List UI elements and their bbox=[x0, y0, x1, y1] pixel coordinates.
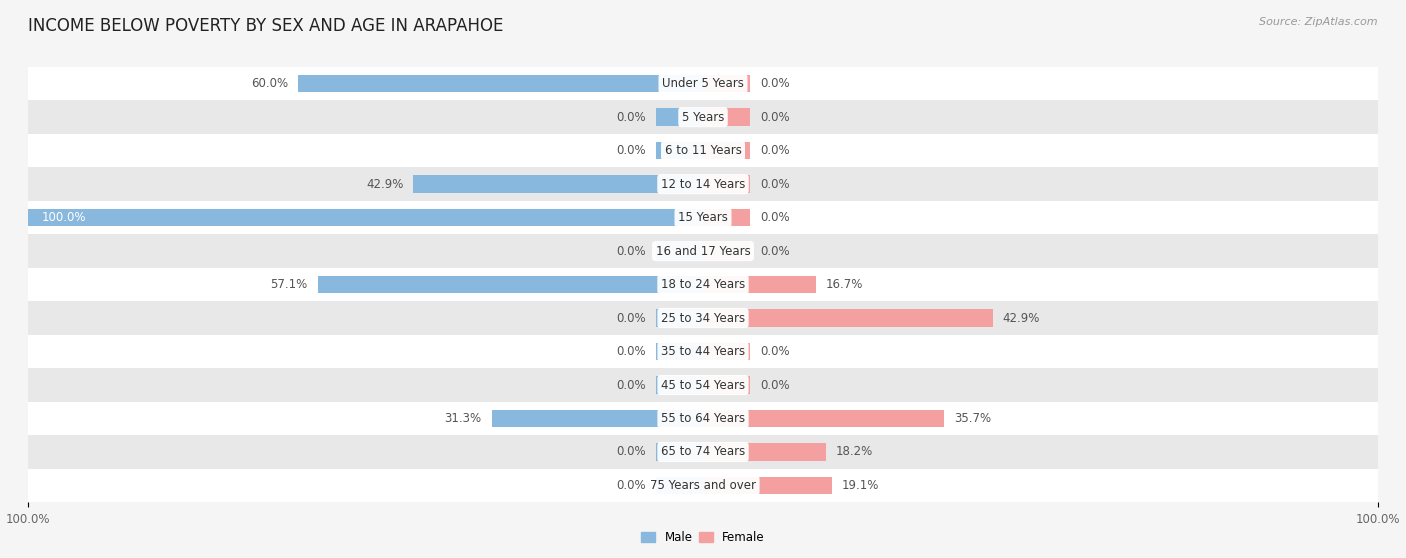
Text: 0.0%: 0.0% bbox=[761, 110, 790, 124]
Text: INCOME BELOW POVERTY BY SEX AND AGE IN ARAPAHOE: INCOME BELOW POVERTY BY SEX AND AGE IN A… bbox=[28, 17, 503, 35]
Bar bbox=[492, 410, 703, 427]
Bar bbox=[28, 209, 703, 227]
Text: 42.9%: 42.9% bbox=[1002, 311, 1040, 325]
Text: 42.9%: 42.9% bbox=[366, 177, 404, 191]
Bar bbox=[703, 108, 751, 126]
Bar bbox=[28, 234, 1378, 268]
Bar bbox=[703, 309, 993, 327]
Text: 0.0%: 0.0% bbox=[761, 345, 790, 358]
Bar bbox=[703, 242, 751, 260]
Bar bbox=[703, 343, 751, 360]
Bar bbox=[655, 108, 703, 126]
Text: 0.0%: 0.0% bbox=[616, 378, 645, 392]
Text: 57.1%: 57.1% bbox=[270, 278, 308, 291]
Bar bbox=[703, 276, 815, 294]
Text: 45 to 54 Years: 45 to 54 Years bbox=[661, 378, 745, 392]
Text: 18.2%: 18.2% bbox=[837, 445, 873, 459]
Bar bbox=[655, 443, 703, 461]
Text: 16 and 17 Years: 16 and 17 Years bbox=[655, 244, 751, 258]
Text: 55 to 64 Years: 55 to 64 Years bbox=[661, 412, 745, 425]
Bar bbox=[703, 477, 832, 494]
Text: 6 to 11 Years: 6 to 11 Years bbox=[665, 144, 741, 157]
Bar bbox=[703, 443, 825, 461]
Bar bbox=[28, 167, 1378, 201]
Text: 60.0%: 60.0% bbox=[250, 77, 288, 90]
Text: Source: ZipAtlas.com: Source: ZipAtlas.com bbox=[1260, 17, 1378, 27]
Bar bbox=[703, 410, 943, 427]
Legend: Male, Female: Male, Female bbox=[637, 526, 769, 549]
Text: 15 Years: 15 Years bbox=[678, 211, 728, 224]
Bar bbox=[655, 343, 703, 360]
Text: 0.0%: 0.0% bbox=[616, 479, 645, 492]
Text: 12 to 14 Years: 12 to 14 Years bbox=[661, 177, 745, 191]
Bar bbox=[703, 142, 751, 160]
Text: 0.0%: 0.0% bbox=[616, 345, 645, 358]
Text: 0.0%: 0.0% bbox=[761, 211, 790, 224]
Bar bbox=[298, 75, 703, 93]
Bar bbox=[28, 402, 1378, 435]
Text: 31.3%: 31.3% bbox=[444, 412, 482, 425]
Text: 0.0%: 0.0% bbox=[616, 244, 645, 258]
Bar bbox=[28, 268, 1378, 301]
Bar bbox=[655, 376, 703, 394]
Text: 65 to 74 Years: 65 to 74 Years bbox=[661, 445, 745, 459]
Text: 0.0%: 0.0% bbox=[761, 144, 790, 157]
Text: 35.7%: 35.7% bbox=[955, 412, 991, 425]
Bar bbox=[28, 368, 1378, 402]
Text: 0.0%: 0.0% bbox=[616, 445, 645, 459]
Text: Under 5 Years: Under 5 Years bbox=[662, 77, 744, 90]
Bar bbox=[655, 142, 703, 160]
Bar bbox=[703, 376, 751, 394]
Bar bbox=[655, 242, 703, 260]
Bar bbox=[28, 100, 1378, 134]
Bar bbox=[655, 309, 703, 327]
Bar bbox=[28, 435, 1378, 469]
Text: 100.0%: 100.0% bbox=[42, 211, 86, 224]
Bar bbox=[413, 175, 703, 193]
Text: 0.0%: 0.0% bbox=[761, 244, 790, 258]
Bar bbox=[28, 301, 1378, 335]
Text: 0.0%: 0.0% bbox=[761, 177, 790, 191]
Bar bbox=[703, 209, 751, 227]
Text: 75 Years and over: 75 Years and over bbox=[650, 479, 756, 492]
Text: 0.0%: 0.0% bbox=[616, 110, 645, 124]
Bar bbox=[655, 477, 703, 494]
Text: 19.1%: 19.1% bbox=[842, 479, 879, 492]
Text: 25 to 34 Years: 25 to 34 Years bbox=[661, 311, 745, 325]
Bar bbox=[28, 469, 1378, 502]
Bar bbox=[703, 75, 751, 93]
Bar bbox=[28, 201, 1378, 234]
Text: 5 Years: 5 Years bbox=[682, 110, 724, 124]
Text: 0.0%: 0.0% bbox=[761, 378, 790, 392]
Bar bbox=[703, 175, 751, 193]
Text: 0.0%: 0.0% bbox=[616, 311, 645, 325]
Bar bbox=[28, 335, 1378, 368]
Bar bbox=[28, 134, 1378, 167]
Text: 18 to 24 Years: 18 to 24 Years bbox=[661, 278, 745, 291]
Bar bbox=[28, 67, 1378, 100]
Text: 0.0%: 0.0% bbox=[761, 77, 790, 90]
Text: 35 to 44 Years: 35 to 44 Years bbox=[661, 345, 745, 358]
Text: 0.0%: 0.0% bbox=[616, 144, 645, 157]
Bar bbox=[318, 276, 703, 294]
Text: 16.7%: 16.7% bbox=[825, 278, 863, 291]
